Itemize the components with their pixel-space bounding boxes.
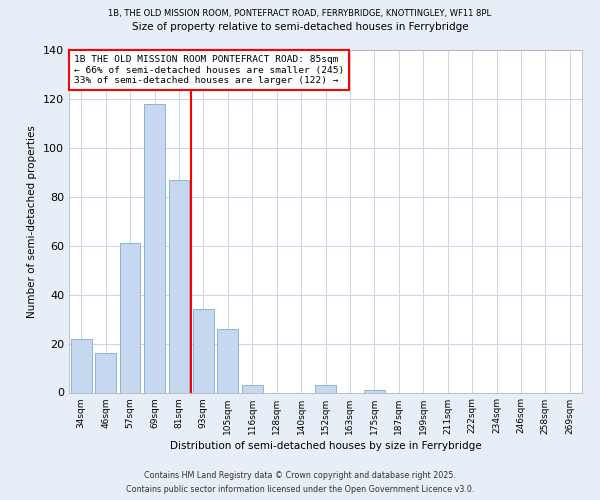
Bar [144,104,165,393]
Text: 1B, THE OLD MISSION ROOM, PONTEFRACT ROAD, FERRYBRIDGE, KNOTTINGLEY, WF11 8PL: 1B, THE OLD MISSION ROOM, PONTEFRACT ROA… [109,9,491,18]
Bar [364,390,385,392]
Bar [71,338,92,392]
Bar [169,180,190,392]
Bar [119,244,140,392]
X-axis label: Distribution of semi-detached houses by size in Ferrybridge: Distribution of semi-detached houses by … [170,440,481,450]
Bar [95,354,116,393]
Bar [193,310,214,392]
Text: Contains HM Land Registry data © Crown copyright and database right 2025.
Contai: Contains HM Land Registry data © Crown c… [126,472,474,494]
Bar [315,385,336,392]
Bar [217,329,238,392]
Text: 1B THE OLD MISSION ROOM PONTEFRACT ROAD: 85sqm
← 66% of semi-detached houses are: 1B THE OLD MISSION ROOM PONTEFRACT ROAD:… [74,55,344,85]
Text: Size of property relative to semi-detached houses in Ferrybridge: Size of property relative to semi-detach… [131,22,469,32]
Y-axis label: Number of semi-detached properties: Number of semi-detached properties [28,125,37,318]
Bar [242,385,263,392]
